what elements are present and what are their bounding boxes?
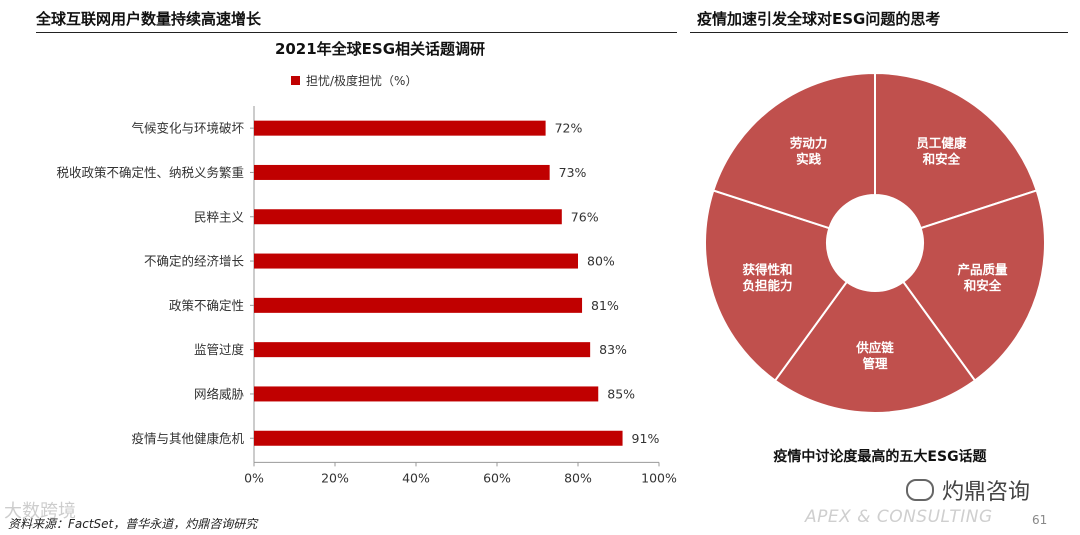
- wechat-icon: [906, 479, 934, 501]
- bar-chart-legend: 担忧/极度担忧（%）: [291, 72, 417, 89]
- category-label: 气候变化与环境破坏: [131, 121, 244, 136]
- data-label: 85%: [607, 386, 635, 401]
- x-tick-label: 20%: [321, 470, 349, 485]
- left-title-rule: [36, 32, 677, 33]
- data-label: 91%: [632, 431, 660, 446]
- x-tick-label: 80%: [564, 470, 592, 485]
- left-section-title: 全球互联网用户数量持续高速增长: [36, 10, 262, 28]
- x-tick-label: 0%: [244, 470, 264, 485]
- donut-chart-caption: 疫情中讨论度最高的五大ESG话题: [773, 449, 987, 465]
- watermark-right: 灼鼎咨询: [906, 474, 1030, 506]
- source-note: 资料来源：FactSet，普华永道，灼鼎咨询研究: [8, 517, 258, 531]
- bar: [254, 120, 546, 136]
- donut-slice-label: 产品质量和安全: [957, 262, 1008, 293]
- donut-slice: [901, 189, 1046, 382]
- donut-slice-label: 员工健康和安全: [916, 136, 967, 167]
- watermark-left: 大数跨境: [4, 501, 76, 522]
- donut-slice-label: 劳动力实践: [790, 136, 828, 167]
- legend-swatch: [291, 76, 300, 85]
- category-label: 网络威胁: [194, 386, 244, 401]
- watermark-right-label: 灼鼎咨询: [942, 480, 1031, 505]
- x-tick-label: 60%: [483, 470, 511, 485]
- category-label: 税收政策不确定性、纳税义务繁重: [56, 165, 244, 180]
- data-label: 80%: [587, 254, 615, 269]
- brand-label: APEX & CONSULTING: [805, 507, 993, 527]
- bar: [254, 430, 623, 446]
- data-label: 73%: [559, 165, 587, 180]
- data-label: 72%: [555, 121, 583, 136]
- x-tick-label: 40%: [402, 470, 430, 485]
- bar: [254, 253, 578, 269]
- category-label: 监管过度: [194, 342, 245, 357]
- x-tick-label: 100%: [641, 470, 677, 485]
- bar: [254, 297, 583, 313]
- right-title-rule: [690, 32, 1068, 33]
- page-number: 61: [1032, 513, 1048, 527]
- legend-label: 担忧/极度担忧（%）: [306, 74, 418, 88]
- category-label: 民粹主义: [194, 209, 245, 224]
- donut-slice: [874, 71, 1038, 230]
- category-label: 政策不确定性: [169, 298, 244, 313]
- category-label: 疫情与其他健康危机: [131, 431, 244, 446]
- donut-slice: [773, 280, 977, 414]
- data-label: 81%: [591, 298, 619, 313]
- bar: [254, 164, 550, 180]
- bar: [254, 342, 591, 358]
- category-label: 不确定的经济增长: [144, 254, 245, 269]
- bar-chart-title: 2021年全球ESG相关话题调研: [274, 40, 486, 58]
- right-section-title: 疫情加速引发全球对ESG问题的思考: [697, 10, 941, 28]
- bar: [254, 386, 599, 402]
- donut-slice: [704, 189, 849, 382]
- donut-slice-label: 供应链管理: [855, 340, 894, 371]
- donut-slice-label: 获得性和负担能力: [743, 262, 793, 293]
- bar: [254, 209, 562, 225]
- data-label: 76%: [571, 209, 599, 224]
- donut-slice: [712, 71, 876, 230]
- data-label: 83%: [599, 342, 627, 357]
